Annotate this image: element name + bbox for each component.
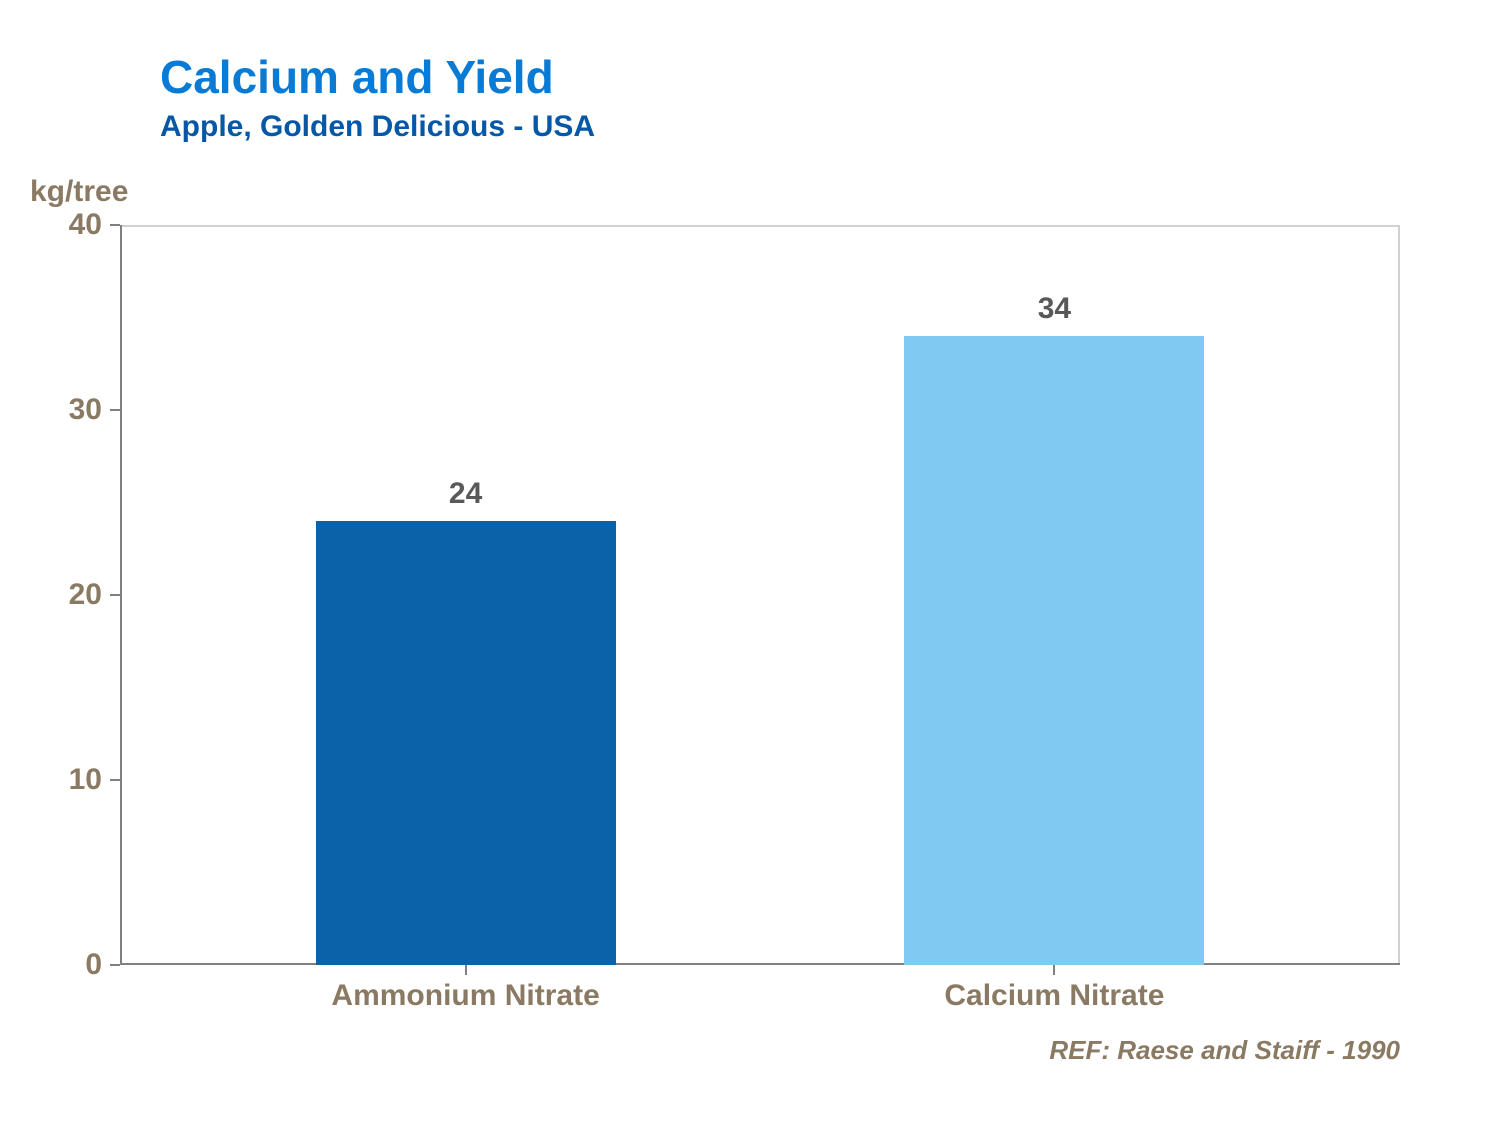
bar-value-label: 24: [316, 477, 616, 511]
category-label: Calcium Nitrate: [804, 979, 1304, 1013]
chart-title: Calcium and Yield: [160, 50, 595, 104]
chart-subtitle: Apple, Golden Delicious - USA: [160, 110, 595, 144]
y-tick-mark: [110, 779, 120, 781]
plot-border-top: [120, 225, 1400, 227]
y-tick-mark: [110, 224, 120, 226]
y-tick-mark: [110, 594, 120, 596]
y-tick-mark: [110, 964, 120, 966]
y-tick-label: 30: [42, 393, 102, 427]
y-tick-label: 40: [42, 208, 102, 242]
y-tick-mark: [110, 409, 120, 411]
reference-citation: REF: Raese and Staiff - 1990: [1049, 1035, 1400, 1066]
y-axis-line: [120, 225, 122, 965]
plot-border-right: [1398, 225, 1400, 965]
y-axis-label: kg/tree: [30, 175, 128, 209]
chart-page: Calcium and Yield Apple, Golden Deliciou…: [0, 0, 1500, 1125]
x-axis-line: [120, 963, 1400, 965]
x-tick-mark: [1053, 965, 1055, 975]
bar: [904, 336, 1204, 965]
bar-value-label: 34: [904, 292, 1204, 326]
category-label: Ammonium Nitrate: [216, 979, 716, 1013]
y-tick-label: 20: [42, 578, 102, 612]
x-tick-mark: [465, 965, 467, 975]
title-block: Calcium and Yield Apple, Golden Deliciou…: [160, 50, 595, 144]
y-tick-label: 10: [42, 763, 102, 797]
y-tick-label: 0: [42, 948, 102, 982]
bar: [316, 521, 616, 965]
plot-area: 01020304024Ammonium Nitrate34Calcium Nit…: [120, 225, 1400, 965]
